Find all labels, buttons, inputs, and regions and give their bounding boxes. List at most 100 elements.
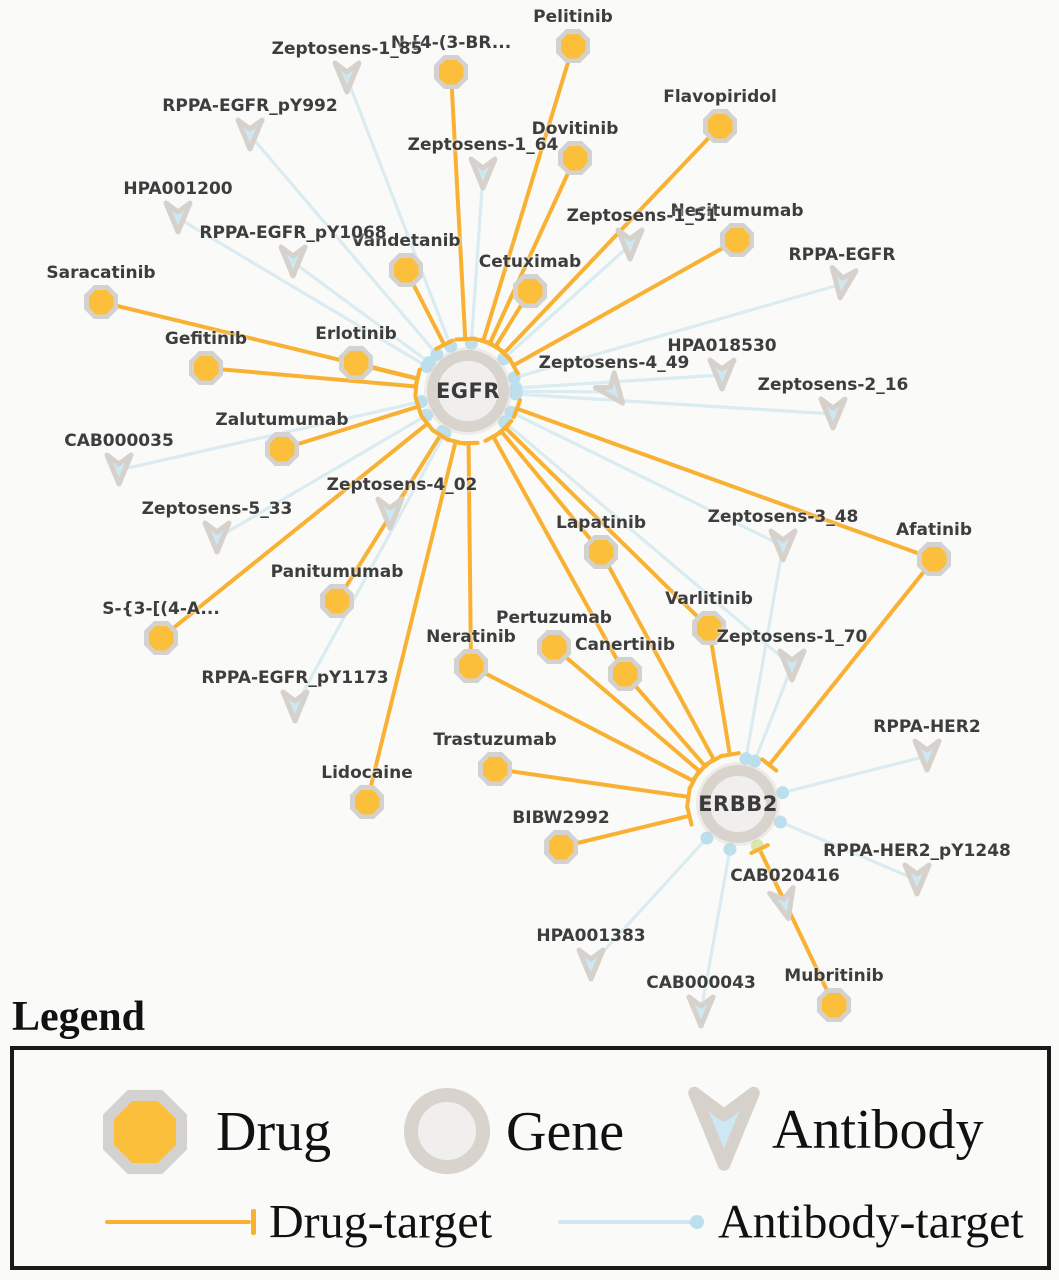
drug-node-s-3-4-a[interactable] [144,621,178,655]
drug-node-pertuzumab[interactable] [537,630,571,664]
gene-node-egfr[interactable]: EGFR [427,350,509,432]
drug-octagon-icon [821,992,847,1018]
drug-node-varlitinib[interactable] [692,611,726,645]
antibody-target-edge [502,420,794,668]
gene-legend-label: Gene [506,1101,625,1163]
drug-octagon-icon [393,257,419,283]
antibody-node-cab020416[interactable] [764,882,806,927]
drug-node-panitumumab[interactable] [320,584,354,618]
drug-node-mubritinib[interactable] [817,988,851,1022]
antibody-legend-icon [688,1086,760,1171]
antibody-node-zeptosens-4-49[interactable] [589,367,639,418]
antibody-target-edge [514,392,835,416]
antibody-chevron-icon [767,885,796,922]
drug-label-pertuzumab: Pertuzumab [496,608,612,628]
antibody-node-zeptosens-1-51[interactable] [613,226,647,264]
antibody-node-cab000043[interactable] [684,993,718,1031]
drug-node-dovitinib[interactable] [558,141,592,175]
antibody-node-zeptosens-2-16[interactable] [816,395,850,433]
drug-target-edge [493,767,691,799]
antibody-node-hpa018530[interactable] [705,356,739,394]
drug-edge-endpoint-tee [696,758,714,775]
antibody-chevron-icon [332,60,362,95]
antibody-label-rppa-egfr: RPPA-EGFR [788,245,896,265]
antibody-chevron-icon [686,994,716,1029]
drug-octagon-icon [324,588,350,614]
drug-node-afatinib[interactable] [917,542,951,576]
drug-edge-endpoint-tee [419,414,436,433]
drug-node-saracatinib[interactable] [84,285,118,319]
antibody-node-zeptosens-3-48[interactable] [766,527,800,565]
antibody-node-hpa001200[interactable] [161,199,195,237]
antibody-node-zeptosens-1-70[interactable] [775,647,809,685]
drug-edge-endpoint-tee [483,430,504,443]
drug-label-canertinib: Canertinib [574,635,676,655]
antibody-label-rppa-her2: RPPA-HER2 [873,717,981,737]
antibody-node-rppa-egfr-py1068[interactable] [276,243,310,281]
antibody-edge-endpoint-dot [748,754,762,768]
antibody-chevron-icon [576,947,606,982]
drug-node-gefitinib[interactable] [189,351,223,385]
antibody-target-edge [753,664,794,763]
antibody-node-zeptosens-1-85[interactable] [330,59,364,97]
drug-label-erlotinib: Erlotinib [315,324,397,344]
antibody-node-cab000035[interactable] [102,451,136,489]
drug-octagon-icon [148,625,174,651]
drug-edge-endpoint-tee [413,367,422,390]
drug-node-vandetanib[interactable] [389,253,423,287]
drug-node-bibw2992[interactable] [544,830,578,864]
drug-node-lidocaine[interactable] [350,785,384,819]
gene-node-erbb2[interactable]: ERBB2 [698,765,778,843]
drug-node-canertinib[interactable] [608,657,642,691]
antibody-chevron-icon [768,528,798,563]
antibody-node-zeptosens-5-33[interactable] [200,519,234,557]
drug-edge-endpoint-tee [454,336,477,342]
drug-octagon-icon [458,653,484,679]
drug-node-zalutumumab[interactable] [265,432,299,466]
drug-octagon-icon [562,145,588,171]
antibody-node-zeptosens-4-02[interactable] [373,495,407,533]
drug-node-trastuzumab[interactable] [478,752,512,786]
antibody-node-rppa-her2-py1248[interactable] [900,861,934,899]
antibody-chevron-icon [902,862,932,897]
antibody-label-cab000035: CAB000035 [64,431,174,451]
drug-node-flavopiridol[interactable] [703,109,737,143]
antibody-target-edge [291,260,431,365]
drug-node-n-4-3-br[interactable] [434,55,468,89]
drug-target-edge [159,421,430,640]
antibody-node-rppa-egfr-py992[interactable] [233,116,267,154]
drug-node-lapatinib[interactable] [584,535,618,569]
drug-target-edge [599,550,717,763]
antibody-edge-endpoint-dot [422,356,436,370]
gene-label: ERBB2 [698,792,778,816]
antibody-target-edge [778,820,919,882]
antibody-node-zeptosens-1-64[interactable] [466,155,500,193]
antibody-target-edge [512,282,844,380]
drug-node-pelitinib[interactable] [556,29,590,63]
antibody-target-edge [293,431,447,709]
drug-label-afatinib: Afatinib [895,520,973,540]
drug-octagon-icon [438,59,464,85]
drug-target-edge [767,557,936,767]
antibody-chevron-icon [235,117,265,152]
legend-title: Legend [12,994,146,1040]
antibody-node-rppa-her2[interactable] [910,737,944,775]
drug-node-erlotinib[interactable] [339,346,373,380]
antibody-node-rppa-egfr[interactable] [823,263,862,305]
drug-target-edge [501,124,722,356]
antibody-chevron-icon [912,738,942,773]
drug-node-neratinib[interactable] [454,649,488,683]
legend-box: Drug Gene Antibody Drug-target Antibody-… [10,1046,1051,1270]
drug-target-edge [449,70,468,342]
antibody-edge-endpoint-dot [773,815,787,829]
drug-target-edge [511,238,739,368]
drug-edge-endpoint-tee [685,785,692,808]
antibody-node-rppa-egfr-py1173[interactable] [278,688,312,726]
antibody-chevron-icon [777,648,807,683]
drug-octagon-icon [541,634,567,660]
drug-node-cetuximab[interactable] [513,274,547,308]
antibody-node-hpa001383[interactable] [574,946,608,984]
drug-node-necitumumab[interactable] [720,223,754,257]
drug-octagon-icon [269,436,295,462]
